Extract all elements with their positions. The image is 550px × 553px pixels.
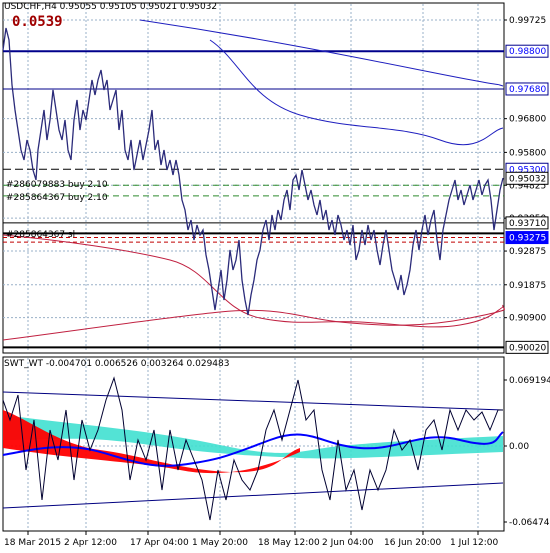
axis-tick-label: 0.90900 — [509, 314, 546, 324]
level-box — [505, 340, 549, 354]
time-label: 17 Apr 04:00 — [130, 538, 189, 548]
level-label: 0.90020 — [509, 343, 546, 353]
indicator-series: 0.069194 0.00 -0.064745 — [2, 376, 550, 528]
indicator-title: SWT_WT -0.004701 0.006526 0.003264 0.029… — [4, 359, 230, 369]
order-label-sl[interactable]: #285864367 sl — [6, 230, 76, 240]
axis-tick-label: 0.95800 — [509, 148, 546, 158]
level-box — [505, 171, 549, 185]
level-label: 0.98800 — [509, 47, 546, 57]
ma-red-1 — [2, 234, 504, 328]
raw-line — [2, 376, 503, 521]
order-label-2[interactable]: #285864367 buy 2.10 — [6, 193, 108, 203]
ind-axis-label: -0.064745 — [509, 518, 550, 528]
axis-tick-label: 0.94825 — [509, 181, 546, 191]
ma-red-2 — [2, 304, 505, 341]
axis-tick-label: 0.92875 — [509, 247, 546, 257]
ind-axis-label: 0.069194 — [509, 376, 550, 386]
channel-upper — [2, 391, 504, 411]
level-box — [505, 216, 549, 230]
profit-label: 0.0539 — [12, 14, 63, 30]
time-label: 18 Mar 2015 — [4, 538, 61, 548]
wt-line — [2, 431, 504, 467]
price-series — [2, 27, 504, 316]
moving-averages — [2, 19, 505, 341]
ind-axis-label: 0.00 — [509, 442, 529, 452]
time-axis: 18 Mar 2015 2 Apr 12:00 17 Apr 04:00 1 May … — [4, 531, 499, 548]
level-label: 0.93275 — [509, 234, 546, 244]
axis-tick-label: 0.96800 — [509, 115, 546, 125]
order-label-1[interactable]: #286079883 buy 2.10 — [6, 180, 108, 190]
time-label: 2 Jun 04:00 — [322, 538, 374, 548]
level-label: 0.93710 — [509, 219, 546, 229]
level-label: 0.95032 — [509, 174, 546, 184]
level-label: 0.95300 — [509, 165, 546, 175]
ma-long — [139, 19, 504, 87]
channel-lower — [2, 482, 504, 509]
level-box — [505, 44, 549, 58]
price-levels — [3, 50, 504, 349]
time-label: 1 May 20:00 — [192, 538, 248, 548]
level-box — [505, 82, 549, 96]
axis-tick-label: 0.91875 — [509, 281, 546, 291]
price-panel-frame — [2, 2, 505, 354]
ma-mid — [209, 39, 504, 146]
time-label: 1 Jul 12:00 — [450, 538, 499, 548]
time-label: 18 May 12:00 — [258, 538, 320, 548]
axis-tick-label: 0.99725 — [509, 16, 546, 26]
time-label: 2 Apr 12:00 — [64, 538, 117, 548]
time-label: 16 Jun 20:00 — [384, 538, 441, 548]
symbol-info: USDCHF,H4 0.95055 0.95105 0.95021 0.9503… — [4, 2, 218, 12]
level-label: 0.97680 — [509, 85, 546, 95]
level-box — [505, 231, 549, 245]
price-axis: 0.997250.968000.958000.948250.938500.928… — [504, 16, 549, 354]
